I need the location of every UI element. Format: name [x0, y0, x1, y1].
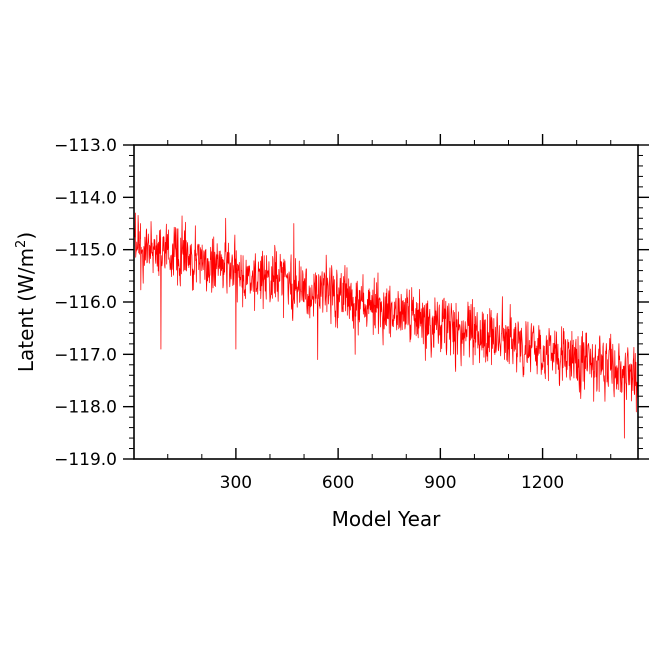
series-line [133, 212, 639, 439]
x-tick-label: 300 [220, 473, 252, 493]
y-tick-label: −113.0 [54, 136, 117, 156]
y-axis-title-close: ) [14, 232, 38, 240]
y-tick-label: −116.0 [54, 293, 117, 313]
y-tick-label: −114.0 [54, 188, 117, 208]
y-axis-title-superscript: 2 [14, 240, 29, 248]
x-axis-title: Model Year [332, 507, 442, 531]
x-tick-label: 900 [424, 473, 456, 493]
y-axis-title-main: Latent (W/m [14, 248, 38, 372]
ticks-layer [123, 134, 649, 460]
y-tick-label: −115.0 [54, 241, 117, 261]
y-tick-label: −117.0 [54, 345, 117, 365]
x-tick-label: 600 [322, 473, 354, 493]
labels-layer: 300 600 900 1200 −113.0 −114.0 −115.0 −116.0 −11… [54, 136, 564, 493]
y-axis-title: Latent (W/m2) [14, 232, 38, 372]
y-tick-label: −118.0 [54, 398, 117, 418]
x-tick-label: 1200 [521, 473, 564, 493]
series-layer [133, 212, 639, 439]
y-tick-label: −119.0 [54, 450, 117, 470]
